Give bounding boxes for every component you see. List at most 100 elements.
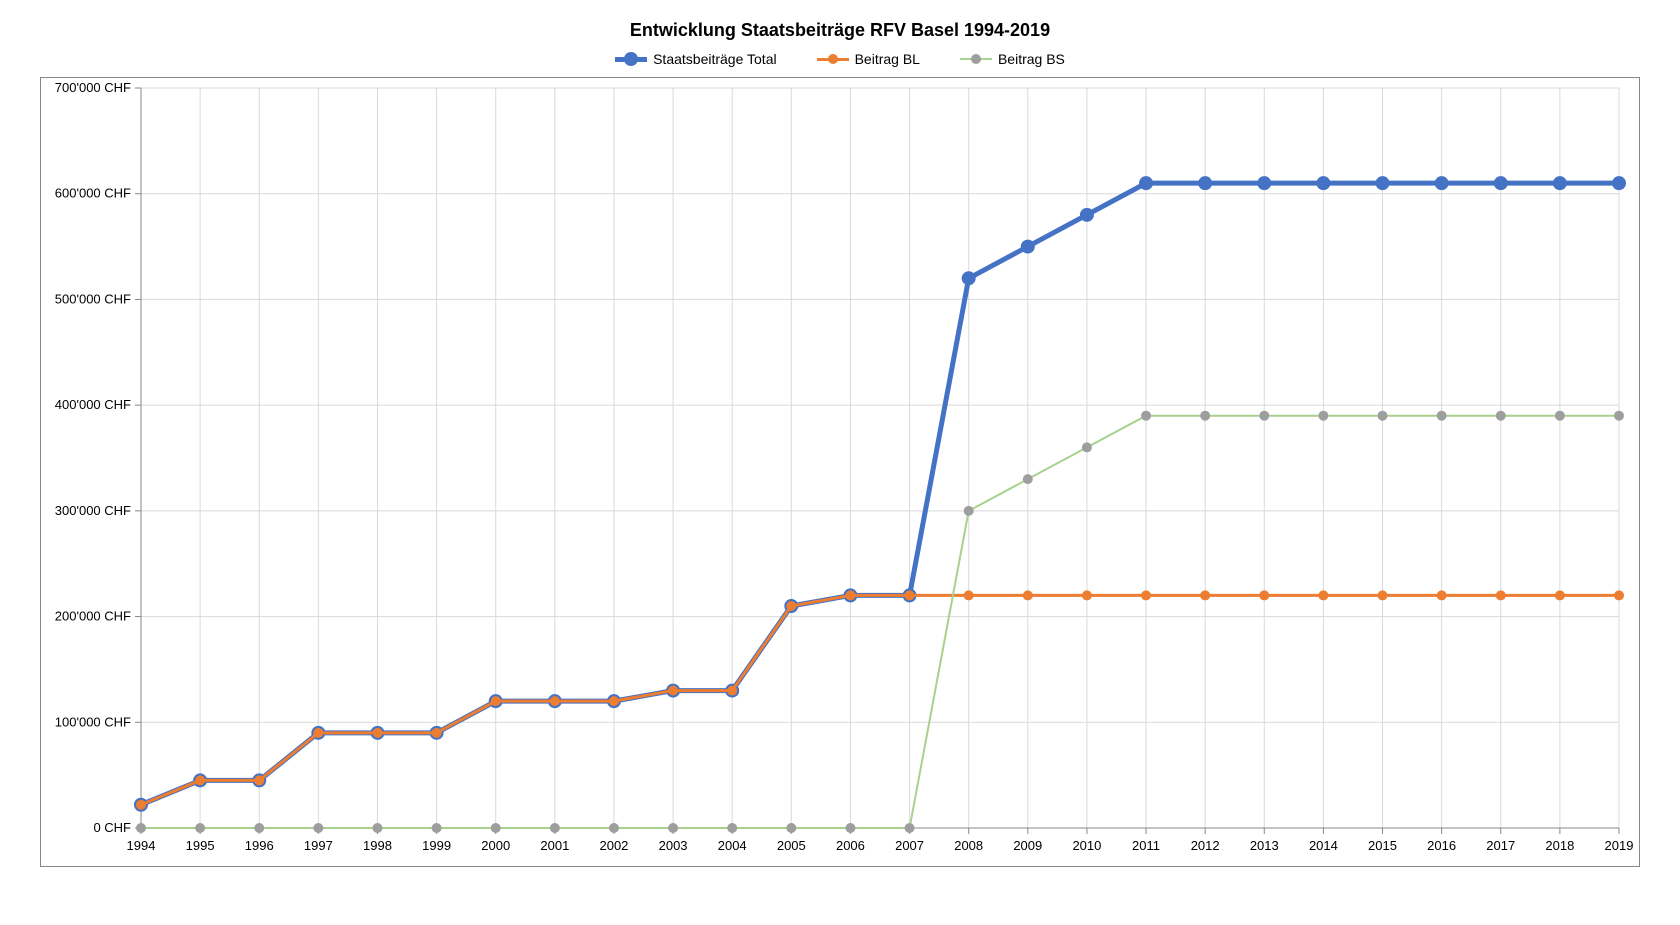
series-marker-bl-2005 <box>786 601 796 611</box>
series-marker-bl-1998 <box>372 728 382 738</box>
series-marker-bl-1999 <box>432 728 442 738</box>
series-marker-total-2015 <box>1376 176 1390 190</box>
chart-svg: 0 CHF 100'000 CHF 200'000 CHF 300'000 CHF 40… <box>41 78 1639 868</box>
series-marker-total-2016 <box>1435 176 1449 190</box>
series-marker-bs-2001 <box>550 823 560 833</box>
series-marker-bl-2019 <box>1614 590 1624 600</box>
series-marker-bs-1994 <box>136 823 146 833</box>
legend-swatch-total <box>615 54 647 64</box>
legend-label-bs: Beitrag BS <box>998 51 1065 67</box>
series-marker-bs-2010 <box>1082 442 1092 452</box>
series-marker-bl-2013 <box>1259 590 1269 600</box>
x-tick-label-2008: 2008 <box>954 838 983 853</box>
series-marker-bl-2016 <box>1437 590 1447 600</box>
legend-marker-total <box>624 52 638 66</box>
x-tick-label-1996: 1996 <box>245 838 274 853</box>
x-tick-label-1998: 1998 <box>363 838 392 853</box>
series-marker-bl-1995 <box>195 775 205 785</box>
series-marker-bs-1997 <box>313 823 323 833</box>
x-tick-label-2004: 2004 <box>718 838 747 853</box>
legend-label-bl: Beitrag BL <box>855 51 920 67</box>
series-marker-total-2008 <box>962 271 976 285</box>
legend-line-bs <box>960 58 992 60</box>
x-tick-label-2019: 2019 <box>1605 838 1634 853</box>
series-marker-bl-2012 <box>1200 590 1210 600</box>
series-marker-bl-2010 <box>1082 590 1092 600</box>
series-marker-bs-2012 <box>1200 411 1210 421</box>
x-tick-label-2007: 2007 <box>895 838 924 853</box>
series-marker-bl-2018 <box>1555 590 1565 600</box>
y-tick-label-4: 400'000 CHF <box>55 397 131 412</box>
x-tick-label-2011: 2011 <box>1132 838 1160 853</box>
x-tick-label-2015: 2015 <box>1368 838 1397 853</box>
x-tick-label-2002: 2002 <box>599 838 628 853</box>
x-tick-label-1994: 1994 <box>127 838 156 853</box>
series-marker-bs-2005 <box>786 823 796 833</box>
series-marker-bs-2016 <box>1437 411 1447 421</box>
series-marker-bs-2009 <box>1023 474 1033 484</box>
x-tick-label-2003: 2003 <box>659 838 688 853</box>
series-marker-bl-2011 <box>1141 590 1151 600</box>
legend-marker-bl <box>828 54 838 64</box>
y-tick-label-5: 500'000 CHF <box>55 291 131 306</box>
y-tick-label-1: 100'000 CHF <box>55 714 131 729</box>
series-marker-bl-1996 <box>254 775 264 785</box>
series-marker-bl-2002 <box>609 696 619 706</box>
series-marker-bs-2011 <box>1141 411 1151 421</box>
series-marker-bs-2004 <box>727 823 737 833</box>
series-marker-total-2018 <box>1553 176 1567 190</box>
series-marker-bl-2001 <box>550 696 560 706</box>
series-marker-bl-2008 <box>964 590 974 600</box>
series-marker-bs-2013 <box>1259 411 1269 421</box>
x-tick-label-1999: 1999 <box>422 838 451 853</box>
series-marker-bl-2000 <box>491 696 501 706</box>
x-tick-label-2012: 2012 <box>1191 838 1220 853</box>
series-line-bl <box>141 595 1619 804</box>
series-marker-bs-2017 <box>1496 411 1506 421</box>
series-marker-bs-2019 <box>1614 411 1624 421</box>
y-tick-label-3: 300'000 CHF <box>55 503 131 518</box>
series-marker-bl-2015 <box>1378 590 1388 600</box>
x-tick-label-2014: 2014 <box>1309 838 1338 853</box>
series-marker-bs-2015 <box>1378 411 1388 421</box>
series-marker-bl-2017 <box>1496 590 1506 600</box>
legend-swatch-bl <box>817 54 849 64</box>
y-tick-label-6: 600'000 CHF <box>55 186 131 201</box>
series-line-bs <box>141 416 1619 828</box>
x-tick-label-2010: 2010 <box>1072 838 1101 853</box>
series-marker-total-2011 <box>1139 176 1153 190</box>
series-line-total <box>141 183 1619 805</box>
series-marker-bs-2000 <box>491 823 501 833</box>
series-marker-total-2013 <box>1257 176 1271 190</box>
series-marker-total-2009 <box>1021 240 1035 254</box>
series-marker-bl-2004 <box>727 686 737 696</box>
series-marker-bs-2018 <box>1555 411 1565 421</box>
series-marker-bl-1997 <box>313 728 323 738</box>
plot-area: 0 CHF 100'000 CHF 200'000 CHF 300'000 CHF 40… <box>40 77 1640 867</box>
series-marker-bs-2014 <box>1318 411 1328 421</box>
series-marker-bl-2003 <box>668 686 678 696</box>
series-marker-total-2012 <box>1198 176 1212 190</box>
series-marker-bl-2007 <box>905 590 915 600</box>
x-tick-label-2009: 2009 <box>1013 838 1042 853</box>
y-tick-label-2: 200'000 CHF <box>55 609 131 624</box>
x-tick-label-2001: 2001 <box>540 838 569 853</box>
series-marker-bl-2014 <box>1318 590 1328 600</box>
x-tick-label-2006: 2006 <box>836 838 865 853</box>
series-marker-bs-2006 <box>845 823 855 833</box>
legend-item-bl: Beitrag BL <box>817 51 920 67</box>
x-tick-label-2000: 2000 <box>481 838 510 853</box>
chart-title: Entwicklung Staatsbeiträge RFV Basel 199… <box>40 20 1640 41</box>
series-marker-bs-1996 <box>254 823 264 833</box>
x-tick-label-2005: 2005 <box>777 838 806 853</box>
series-marker-bl-2009 <box>1023 590 1033 600</box>
series-marker-bl-1994 <box>136 800 146 810</box>
series-marker-total-2014 <box>1316 176 1330 190</box>
y-tick-label-0: 0 CHF <box>93 820 131 835</box>
x-tick-label-2013: 2013 <box>1250 838 1279 853</box>
x-tick-label-2017: 2017 <box>1486 838 1515 853</box>
chart-container: Entwicklung Staatsbeiträge RFV Basel 199… <box>0 0 1680 925</box>
series-marker-bl-2006 <box>845 590 855 600</box>
legend: Staatsbeiträge TotalBeitrag BLBeitrag BS <box>40 51 1640 67</box>
series-marker-bs-1998 <box>372 823 382 833</box>
